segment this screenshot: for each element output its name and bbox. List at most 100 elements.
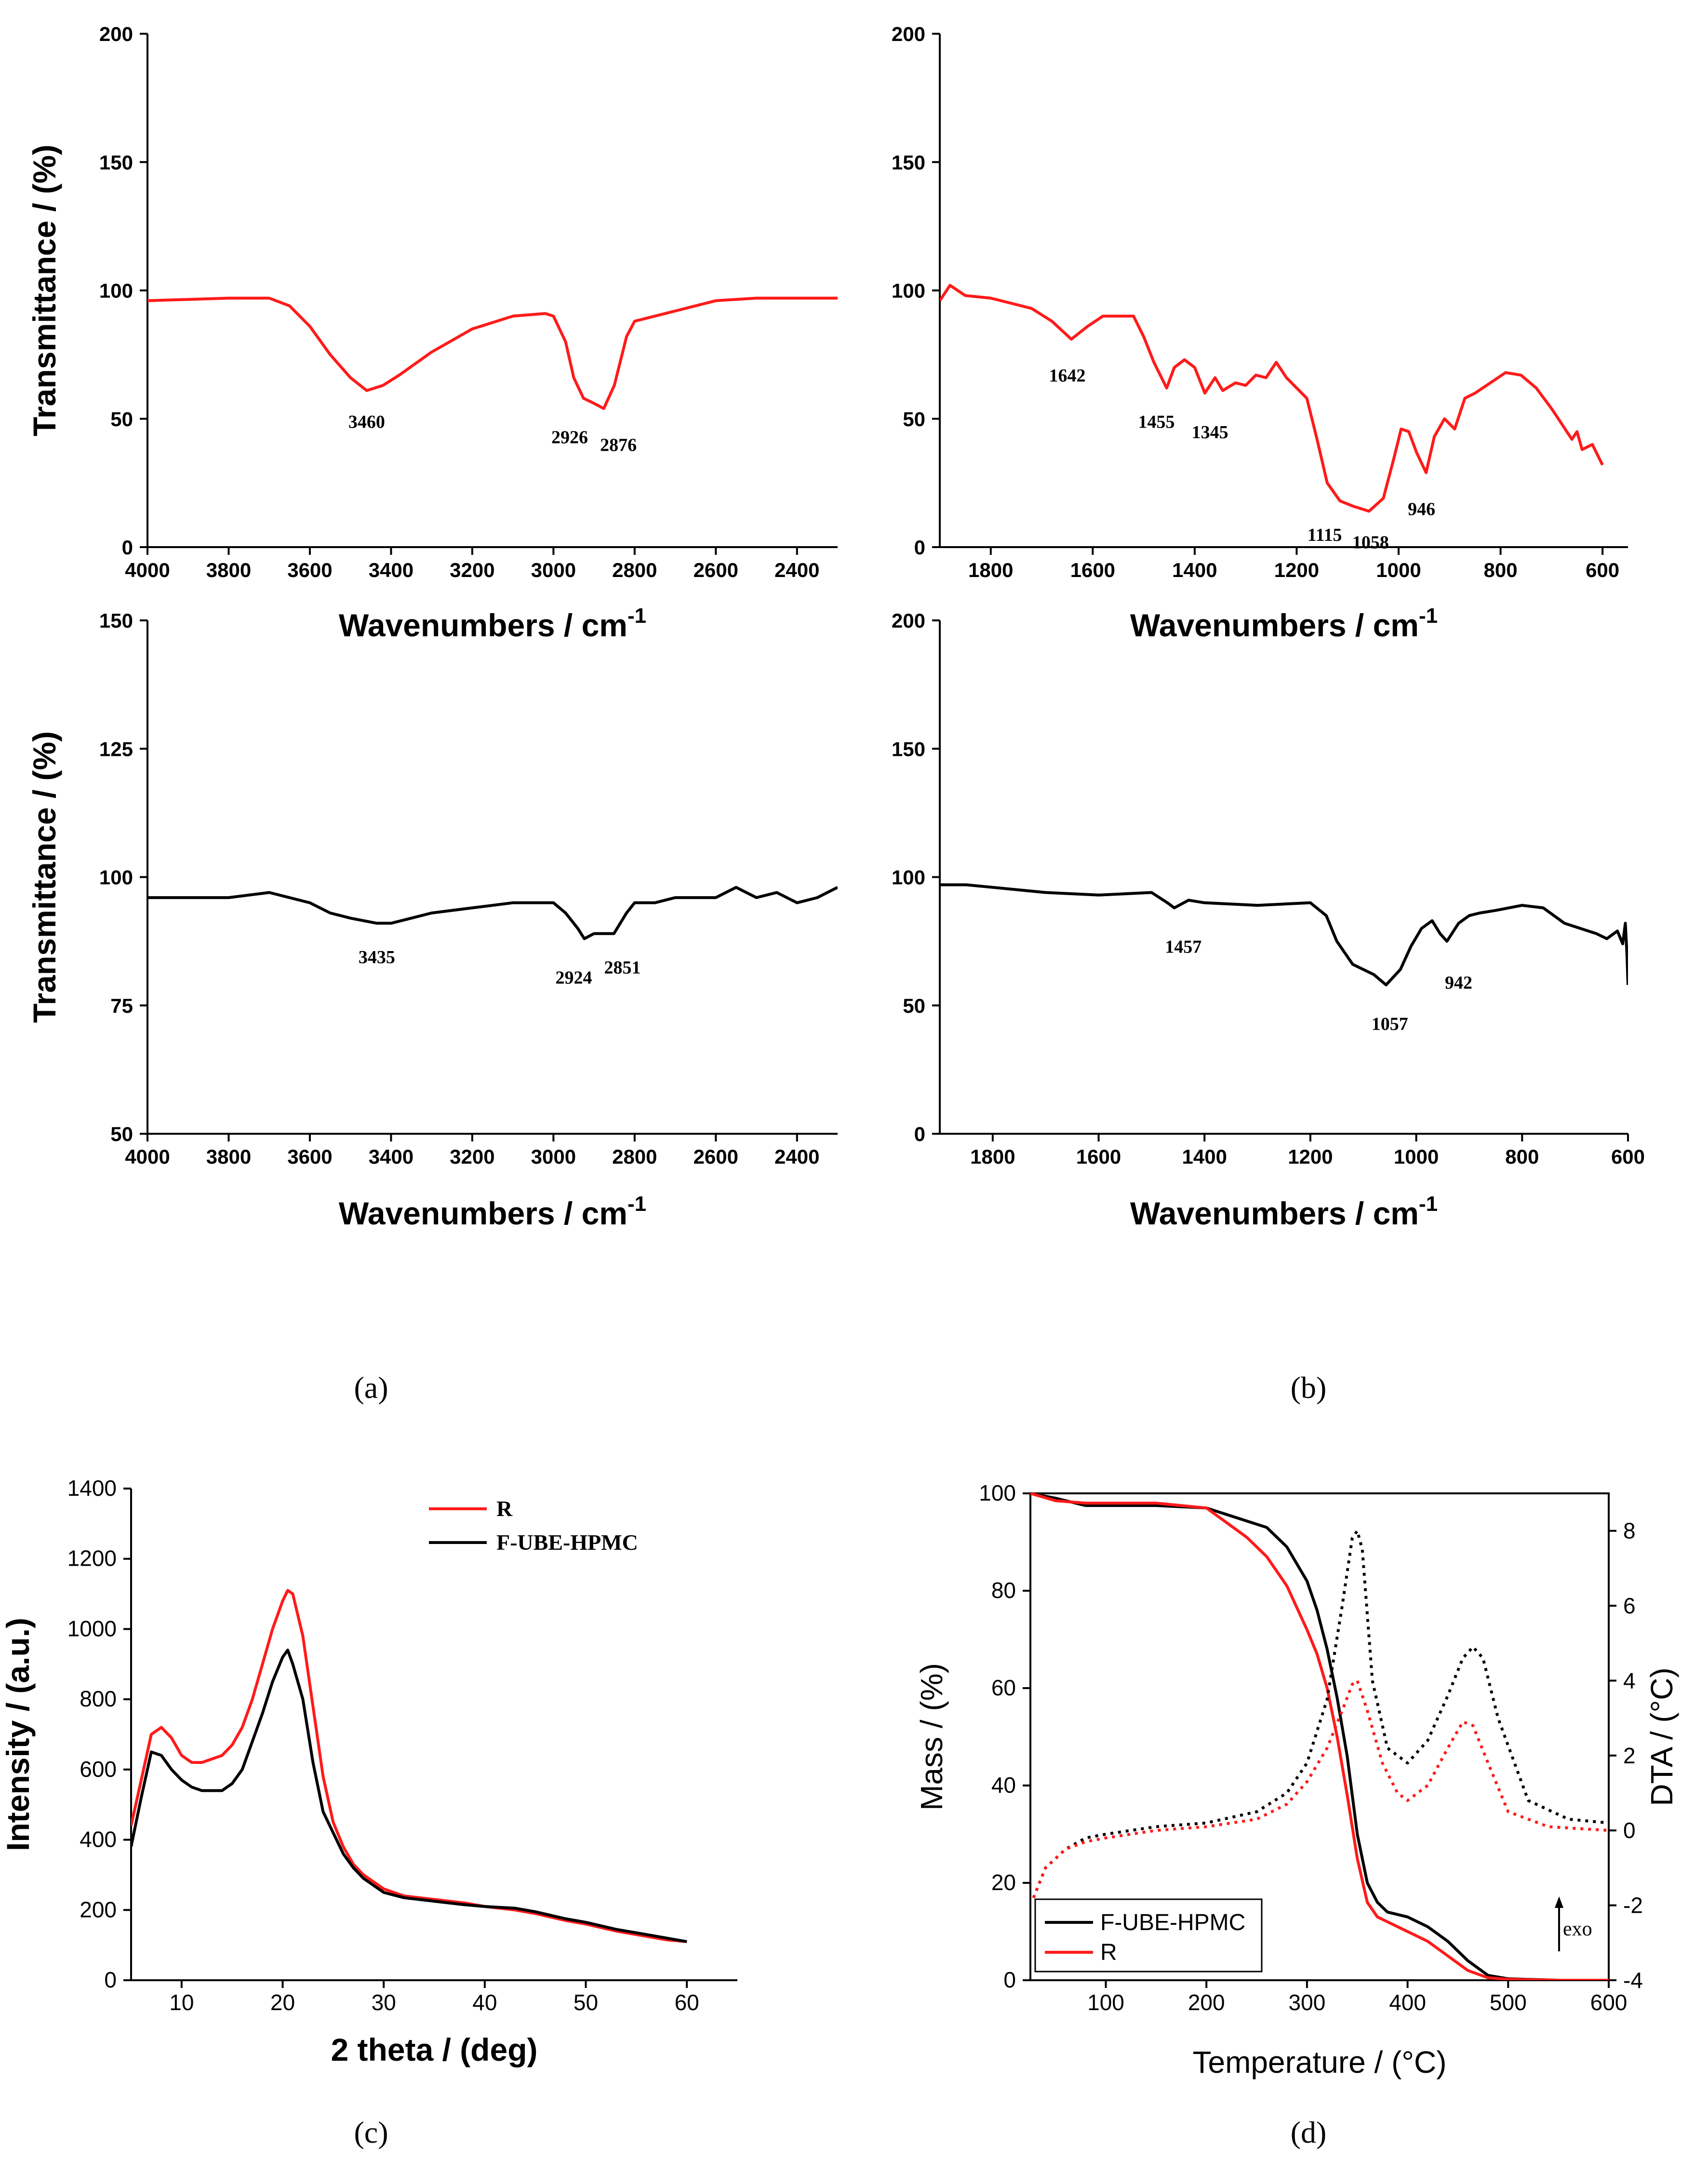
x-tick-label: 2600 [694, 559, 738, 581]
y-tick-label: 400 [80, 1827, 117, 1852]
y2-tick-label: 0 [1623, 1818, 1636, 1843]
peak-annotation: 2924 [555, 968, 592, 988]
y-tick-label: 0 [914, 536, 925, 559]
y2-tick-label: 8 [1623, 1518, 1636, 1544]
y-tick-label: 800 [80, 1686, 117, 1711]
x-tick-label: 2600 [694, 1145, 738, 1168]
x-axis-title: Wavenumbers / cm-1 [339, 1192, 646, 1231]
series-line-f-ube-hpmc [147, 886, 838, 940]
series-group [147, 296, 838, 410]
series-group [940, 883, 1628, 987]
x-tick-label: 50 [574, 1990, 598, 2015]
y-tick-label: 1200 [67, 1546, 117, 1571]
y2-tick-label: 4 [1623, 1668, 1636, 1693]
x-axis-title-superscript: -1 [1419, 604, 1438, 628]
legend-label: R [496, 1496, 513, 1521]
peak-annotation: 3460 [348, 412, 385, 432]
x-tick-label: 3400 [369, 559, 414, 581]
y-tick-label: 200 [892, 23, 925, 45]
y-tick-label: 50 [110, 1123, 133, 1145]
x-axis-title: 2 theta / (deg) [331, 2032, 537, 2067]
x-tick-label: 1200 [1274, 559, 1319, 581]
legend-label: R [1100, 1940, 1117, 1965]
x-tick-label: 10 [169, 1990, 194, 2015]
y-tick-label: 600 [80, 1757, 117, 1782]
x-tick-label: 1800 [970, 1145, 1015, 1168]
x-axis-title-superscript: -1 [627, 1192, 646, 1216]
x-tick-label: 3800 [206, 559, 251, 581]
y2-tick-label: 6 [1623, 1593, 1636, 1618]
series-group [147, 886, 838, 940]
x-axis-title: Wavenumbers / cm-1 [339, 604, 646, 643]
peak-annotation: 1058 [1352, 533, 1389, 553]
legend-label: F-UBE-HPMC [1100, 1910, 1245, 1935]
x-tick-label: 1600 [1076, 1145, 1121, 1168]
series-line-r-mass [1030, 1492, 1609, 1980]
x-tick-label: 600 [1590, 1990, 1628, 2015]
exo-arrow-head [1555, 1896, 1563, 1908]
y-tick-label: 150 [892, 151, 925, 174]
exo-label: exo [1563, 1918, 1592, 1940]
y-tick-label: 150 [99, 609, 133, 632]
x-tick-label: 1400 [1172, 559, 1217, 581]
x-tick-label: 2800 [612, 559, 657, 581]
peak-annotation: 1057 [1372, 1014, 1408, 1034]
x-tick-label: 2400 [774, 1145, 819, 1168]
y-tick-label: 80 [991, 1578, 1016, 1603]
ftir-r-high-panel: 4000 3800 3600 3400 3200 3000 2800 2600 2400 0 50 1… [27, 23, 838, 643]
x-tick-label: 2400 [774, 559, 819, 581]
y2-axis-title: DTA / (°C) [1644, 1667, 1679, 1806]
y-tick-label: 100 [99, 866, 133, 889]
x-tick-label: 3000 [531, 559, 576, 581]
x-tick-label: 3800 [206, 1145, 251, 1168]
y-tick-label: 200 [80, 1897, 117, 1922]
panel-label-c: (c) [354, 2115, 388, 2149]
x-tick-label: 3000 [531, 1145, 576, 1168]
peak-annotation: 2876 [600, 435, 637, 455]
y-tick-label: 200 [892, 609, 925, 632]
peak-annotation: 946 [1408, 499, 1435, 520]
y-tick-label: 0 [1003, 1967, 1016, 1992]
y-tick-label: 0 [122, 536, 133, 559]
y-tick-label: 125 [99, 738, 133, 760]
series-line-r-dta [1032, 1679, 1609, 1899]
x-axis-title: Temperature / (°C) [1192, 2045, 1446, 2080]
series-line-f-ube-hpmc [131, 1649, 687, 1943]
y-tick-label: 1000 [67, 1616, 117, 1641]
x-tick-label: 1800 [968, 559, 1013, 581]
x-tick-label: 800 [1484, 559, 1518, 581]
x-tick-label: 200 [1188, 1990, 1225, 2015]
peak-annotation: 1457 [1165, 937, 1201, 957]
y-tick-label: 1400 [67, 1476, 117, 1501]
series-line-f-ube-hpmc-mass [1030, 1492, 1609, 1980]
x-axis-title-superscript: -1 [1419, 1192, 1438, 1216]
x-tick-label: 600 [1611, 1145, 1645, 1168]
series-line-r [131, 1589, 687, 1943]
ftir-f-high-panel: 4000 3800 3600 3400 3200 3000 2800 2600 2400 50 75… [27, 609, 838, 1231]
y-tick-label: 100 [979, 1480, 1016, 1505]
y-tick-label: 150 [99, 151, 133, 174]
legend-box [1034, 1898, 1263, 1973]
panel-label-a: (a) [354, 1370, 388, 1405]
x-tick-label: 4000 [125, 1145, 170, 1168]
y2-tick-label: 2 [1623, 1743, 1636, 1768]
tga-dta-panel: 100 200 300 400 500 600 0 20 40 60 80 100 -4 -2 0 2 4 6 8 T… [914, 1480, 1679, 2080]
x-tick-label: 600 [1586, 559, 1619, 581]
peak-annotation: 2926 [551, 427, 588, 447]
peak-annotation: 1115 [1308, 525, 1342, 545]
x-tick-label: 4000 [125, 559, 170, 581]
ftir-r-low-panel: 1800 1600 1400 1200 1000 800 600 0 50 100 150 200 Wa… [892, 23, 1628, 643]
y-tick-label: 100 [99, 280, 133, 302]
series-line-f-ube-hpmc [940, 883, 1628, 987]
y-axis-title: Intensity / (a.u.) [0, 1618, 36, 1851]
y-tick-label: 150 [892, 738, 925, 760]
x-tick-label: 2800 [612, 1145, 657, 1168]
x-tick-label: 30 [372, 1990, 396, 2015]
x-axis-title-superscript: -1 [627, 604, 646, 628]
peak-annotation: 1455 [1138, 412, 1175, 432]
x-tick-label: 3600 [287, 1145, 332, 1168]
y2-tick-label: -4 [1623, 1968, 1643, 1993]
x-tick-label: 3600 [287, 559, 332, 581]
